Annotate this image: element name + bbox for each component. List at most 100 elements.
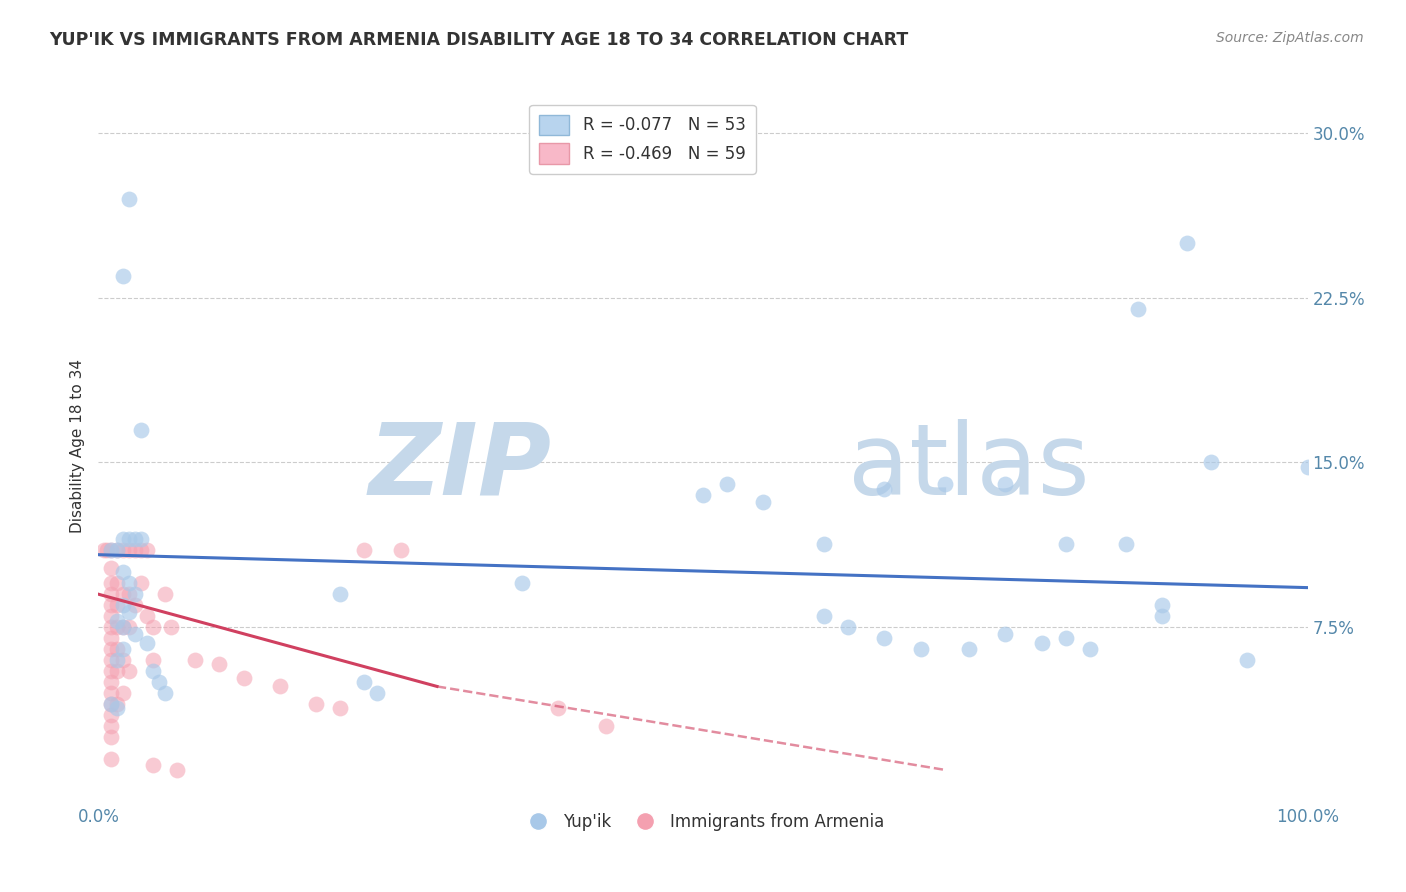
Yup'ik: [1054, 631, 1077, 645]
Yup'ik: [129, 423, 152, 437]
Immigrants from Armenia: [208, 657, 231, 672]
Immigrants from Armenia: [100, 664, 122, 678]
Immigrants from Armenia: [595, 719, 617, 733]
Yup'ik: [510, 576, 533, 591]
Yup'ik: [1054, 537, 1077, 551]
Yup'ik: [111, 598, 134, 612]
Yup'ik: [111, 533, 134, 547]
Yup'ik: [366, 686, 388, 700]
Yup'ik: [716, 477, 738, 491]
Immigrants from Armenia: [118, 620, 141, 634]
Yup'ik: [329, 587, 352, 601]
Yup'ik: [1078, 642, 1101, 657]
Immigrants from Armenia: [135, 543, 157, 558]
Immigrants from Armenia: [184, 653, 207, 667]
Immigrants from Armenia: [111, 587, 134, 601]
Immigrants from Armenia: [100, 631, 122, 645]
Immigrants from Armenia: [105, 598, 128, 612]
Yup'ik: [105, 653, 128, 667]
Immigrants from Armenia: [153, 587, 176, 601]
Immigrants from Armenia: [329, 701, 352, 715]
Text: Source: ZipAtlas.com: Source: ZipAtlas.com: [1216, 31, 1364, 45]
Yup'ik: [752, 495, 775, 509]
Immigrants from Armenia: [100, 587, 122, 601]
Immigrants from Armenia: [232, 671, 254, 685]
Immigrants from Armenia: [105, 576, 128, 591]
Immigrants from Armenia: [93, 543, 115, 558]
Immigrants from Armenia: [105, 664, 128, 678]
Immigrants from Armenia: [100, 719, 122, 733]
Yup'ik: [994, 626, 1017, 640]
Legend: Yup'ik, Immigrants from Armenia: Yup'ik, Immigrants from Armenia: [515, 806, 891, 838]
Yup'ik: [994, 477, 1017, 491]
Immigrants from Armenia: [129, 576, 152, 591]
Yup'ik: [934, 477, 956, 491]
Immigrants from Armenia: [389, 543, 412, 558]
Yup'ik: [837, 620, 859, 634]
Immigrants from Armenia: [142, 653, 165, 667]
Yup'ik: [105, 543, 128, 558]
Immigrants from Armenia: [124, 598, 146, 612]
Yup'ik: [111, 642, 134, 657]
Yup'ik: [124, 626, 146, 640]
Yup'ik: [353, 675, 375, 690]
Immigrants from Armenia: [100, 653, 122, 667]
Text: ZIP: ZIP: [368, 419, 551, 516]
Yup'ik: [129, 533, 152, 547]
Immigrants from Armenia: [111, 620, 134, 634]
Yup'ik: [118, 576, 141, 591]
Immigrants from Armenia: [100, 620, 122, 634]
Yup'ik: [148, 675, 170, 690]
Immigrants from Armenia: [160, 620, 183, 634]
Immigrants from Armenia: [100, 752, 122, 766]
Immigrants from Armenia: [100, 708, 122, 723]
Immigrants from Armenia: [105, 697, 128, 711]
Yup'ik: [135, 635, 157, 649]
Immigrants from Armenia: [353, 543, 375, 558]
Yup'ik: [100, 543, 122, 558]
Immigrants from Armenia: [118, 543, 141, 558]
Immigrants from Armenia: [100, 609, 122, 624]
Immigrants from Armenia: [111, 653, 134, 667]
Immigrants from Armenia: [100, 543, 122, 558]
Yup'ik: [957, 642, 980, 657]
Immigrants from Armenia: [305, 697, 328, 711]
Yup'ik: [1236, 653, 1258, 667]
Yup'ik: [813, 609, 835, 624]
Yup'ik: [105, 701, 128, 715]
Yup'ik: [873, 482, 896, 496]
Yup'ik: [118, 605, 141, 619]
Yup'ik: [1115, 537, 1137, 551]
Yup'ik: [1031, 635, 1053, 649]
Yup'ik: [1128, 301, 1150, 316]
Text: atlas: atlas: [848, 419, 1090, 516]
Yup'ik: [1296, 459, 1319, 474]
Immigrants from Armenia: [100, 598, 122, 612]
Immigrants from Armenia: [118, 664, 141, 678]
Immigrants from Armenia: [111, 543, 134, 558]
Yup'ik: [118, 533, 141, 547]
Yup'ik: [111, 566, 134, 580]
Immigrants from Armenia: [142, 620, 165, 634]
Yup'ik: [111, 620, 134, 634]
Yup'ik: [1199, 455, 1222, 469]
Immigrants from Armenia: [96, 543, 118, 558]
Yup'ik: [873, 631, 896, 645]
Yup'ik: [910, 642, 932, 657]
Yup'ik: [105, 614, 128, 628]
Immigrants from Armenia: [142, 758, 165, 772]
Immigrants from Armenia: [269, 680, 291, 694]
Text: YUP'IK VS IMMIGRANTS FROM ARMENIA DISABILITY AGE 18 TO 34 CORRELATION CHART: YUP'IK VS IMMIGRANTS FROM ARMENIA DISABI…: [49, 31, 908, 49]
Yup'ik: [100, 697, 122, 711]
Immigrants from Armenia: [100, 686, 122, 700]
Immigrants from Armenia: [100, 576, 122, 591]
Immigrants from Armenia: [124, 543, 146, 558]
Yup'ik: [111, 268, 134, 283]
Immigrants from Armenia: [135, 609, 157, 624]
Immigrants from Armenia: [100, 697, 122, 711]
Immigrants from Armenia: [111, 686, 134, 700]
Immigrants from Armenia: [166, 763, 188, 777]
Yup'ik: [813, 537, 835, 551]
Yup'ik: [1175, 235, 1198, 250]
Yup'ik: [118, 192, 141, 206]
